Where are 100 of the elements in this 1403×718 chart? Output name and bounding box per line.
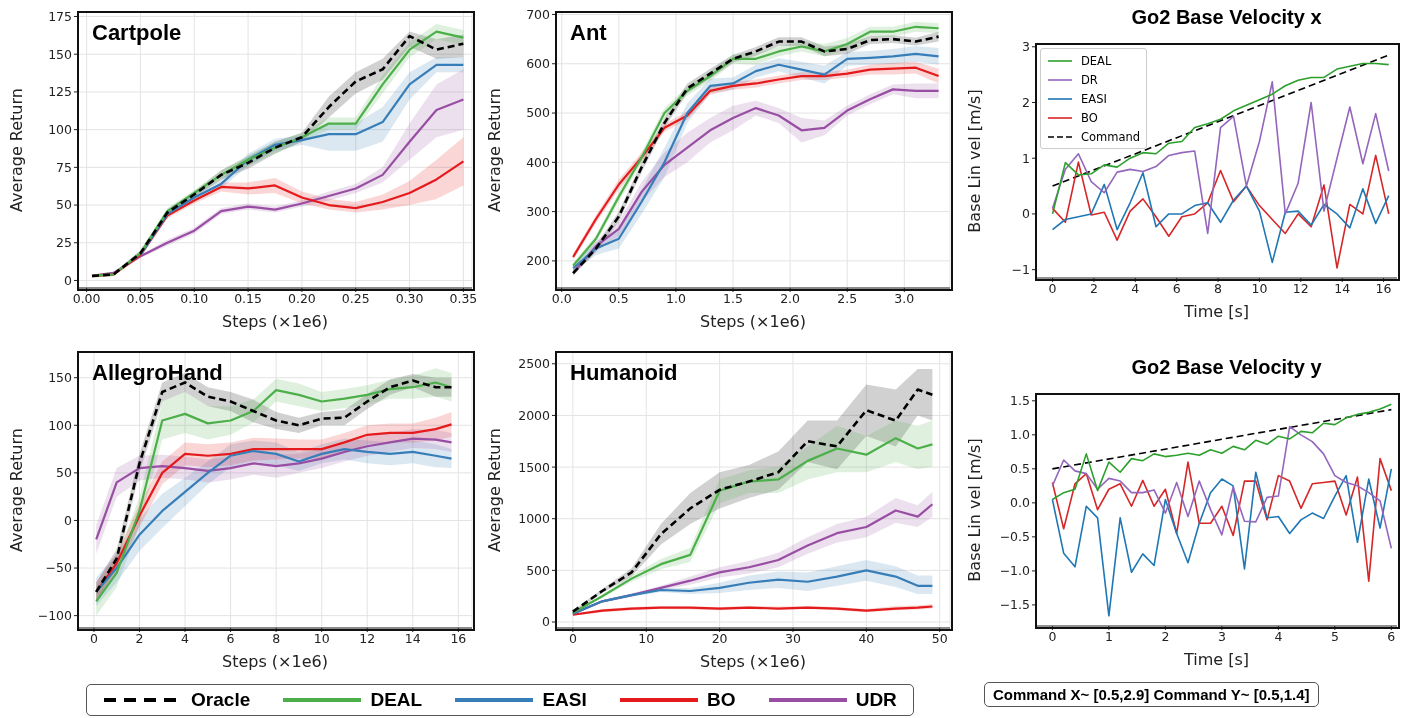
chart-title: Go2 Base Velocity y: [1130, 356, 1323, 379]
y-axis-title: Base Lin vel [m/s]: [965, 437, 985, 584]
y-tick-label: −50: [45, 560, 73, 576]
chart-title: Ant: [570, 20, 607, 46]
x-tick-label: 50: [931, 630, 948, 646]
y-tick-label: 1500: [518, 459, 551, 475]
x-axis-title: Steps (×1e6): [221, 652, 329, 671]
line-series: [1051, 403, 1393, 501]
x-tick-label: 6: [226, 630, 235, 646]
y-tick-label: 600: [526, 56, 551, 72]
x-tick-label: 0.5: [608, 290, 629, 306]
y-tick-label: 100: [48, 417, 73, 433]
legend-label: EASI: [542, 689, 587, 711]
y-tick-label: 200: [526, 253, 551, 269]
x-tick-label: 14: [404, 630, 421, 646]
x-axis-title: Steps (×1e6): [221, 312, 329, 331]
line-series: [95, 437, 453, 541]
x-tick-label: 1.5: [723, 290, 743, 306]
y-tick-label: 0: [542, 614, 551, 630]
x-tick-label: 30: [785, 630, 801, 646]
y-tick-label: 175: [48, 8, 72, 24]
x-tick-label: 8: [272, 630, 281, 646]
y-tick-label: 2: [1022, 94, 1030, 110]
legend-label: DEAL: [1081, 53, 1112, 68]
x-tick-label: 14: [1334, 280, 1351, 296]
x-tick-label: 0.25: [341, 290, 370, 306]
line-series: [1051, 154, 1390, 269]
y-tick-label: 25: [56, 235, 72, 251]
legend-label: BO: [1081, 110, 1098, 125]
legend-label: BO: [706, 689, 736, 711]
x-tick-label: 16: [450, 630, 467, 646]
y-tick-label: 100: [48, 122, 73, 138]
y-tick-label: −100: [37, 608, 73, 624]
y-tick-label: 75: [56, 159, 72, 175]
y-tick-label: 400: [526, 154, 551, 170]
line-series: [571, 569, 934, 615]
x-tick-label: 1.0: [665, 290, 686, 306]
legend-label: EASI: [1081, 91, 1107, 106]
legend-label: UDR: [855, 689, 897, 711]
x-tick-label: 4: [1131, 280, 1140, 296]
y-tick-label: 300: [526, 204, 551, 220]
x-tick-label: 5: [1330, 628, 1339, 644]
x-axis-title: Steps (×1e6): [699, 312, 807, 331]
x-tick-label: 6: [1387, 628, 1396, 644]
line-series: [1051, 171, 1390, 264]
y-tick-label: −0.5: [999, 529, 1030, 545]
x-tick-label: 2: [1089, 280, 1098, 296]
x-tick-label: 0: [568, 630, 577, 646]
x-tick-label: 6: [1172, 280, 1181, 296]
chart-title: AllegroHand: [92, 360, 223, 386]
x-tick-label: 0.30: [395, 290, 424, 306]
x-tick-label: 4: [1274, 628, 1283, 644]
x-tick-label: 0.0: [551, 290, 572, 306]
x-tick-label: 4: [181, 630, 190, 646]
line-series: [1051, 468, 1393, 617]
y-tick-label: 1.5: [1010, 393, 1030, 409]
x-tick-label: 0.10: [180, 290, 209, 306]
x-tick-label: 0: [89, 630, 98, 646]
y-tick-label: 0: [64, 512, 73, 528]
y-tick-label: 150: [48, 46, 73, 62]
x-tick-label: 2: [135, 630, 144, 646]
text: Command X~ [0.5,2.9] Command Y~ [0.5,1.4]: [984, 682, 1319, 707]
line-series: [1051, 457, 1393, 582]
y-tick-label: 1000: [518, 511, 551, 527]
y-tick-label: 0.5: [1010, 461, 1030, 477]
y-tick-label: 3: [1022, 39, 1030, 55]
x-tick-label: 20: [711, 630, 728, 646]
y-tick-label: 50: [56, 197, 73, 213]
y-axis-title: Average Return: [485, 427, 505, 554]
x-tick-label: 10: [638, 630, 655, 646]
x-tick-label: 0: [1048, 628, 1057, 644]
line-series: [1051, 425, 1393, 550]
chart-title: Cartpole: [92, 20, 182, 46]
x-tick-label: 10: [1251, 280, 1268, 296]
y-tick-label: 2500: [518, 356, 551, 372]
x-tick-label: 3.0: [894, 290, 915, 306]
x-tick-label: 3: [1217, 628, 1226, 644]
y-tick-label: 125: [48, 84, 72, 100]
x-axis-title: Time [s]: [1182, 650, 1251, 669]
x-tick-label: 0.05: [126, 290, 155, 306]
legend-label: DR: [1081, 72, 1098, 87]
y-tick-label: −1.0: [999, 563, 1031, 579]
x-tick-label: 0.15: [234, 290, 263, 306]
x-axis-title: Time [s]: [1182, 302, 1251, 321]
x-tick-label: 0.20: [287, 290, 316, 306]
legend-label: Command: [1081, 129, 1141, 144]
y-tick-label: 500: [526, 105, 551, 121]
x-tick-label: 8: [1214, 280, 1223, 296]
x-tick-label: 2: [1161, 628, 1170, 644]
legend-label: Oracle: [191, 689, 251, 711]
x-tick-label: 16: [1375, 280, 1392, 296]
legend-label: DEAL: [370, 689, 423, 711]
y-tick-label: 500: [526, 562, 551, 578]
y-tick-label: −1.5: [999, 597, 1030, 613]
x-tick-label: 12: [359, 630, 376, 646]
y-axis-title: Average Return: [7, 427, 27, 554]
y-tick-label: 150: [48, 370, 73, 386]
y-tick-label: 50: [56, 465, 73, 481]
x-tick-label: 10: [313, 630, 330, 646]
x-axis-title: Steps (×1e6): [699, 652, 807, 671]
